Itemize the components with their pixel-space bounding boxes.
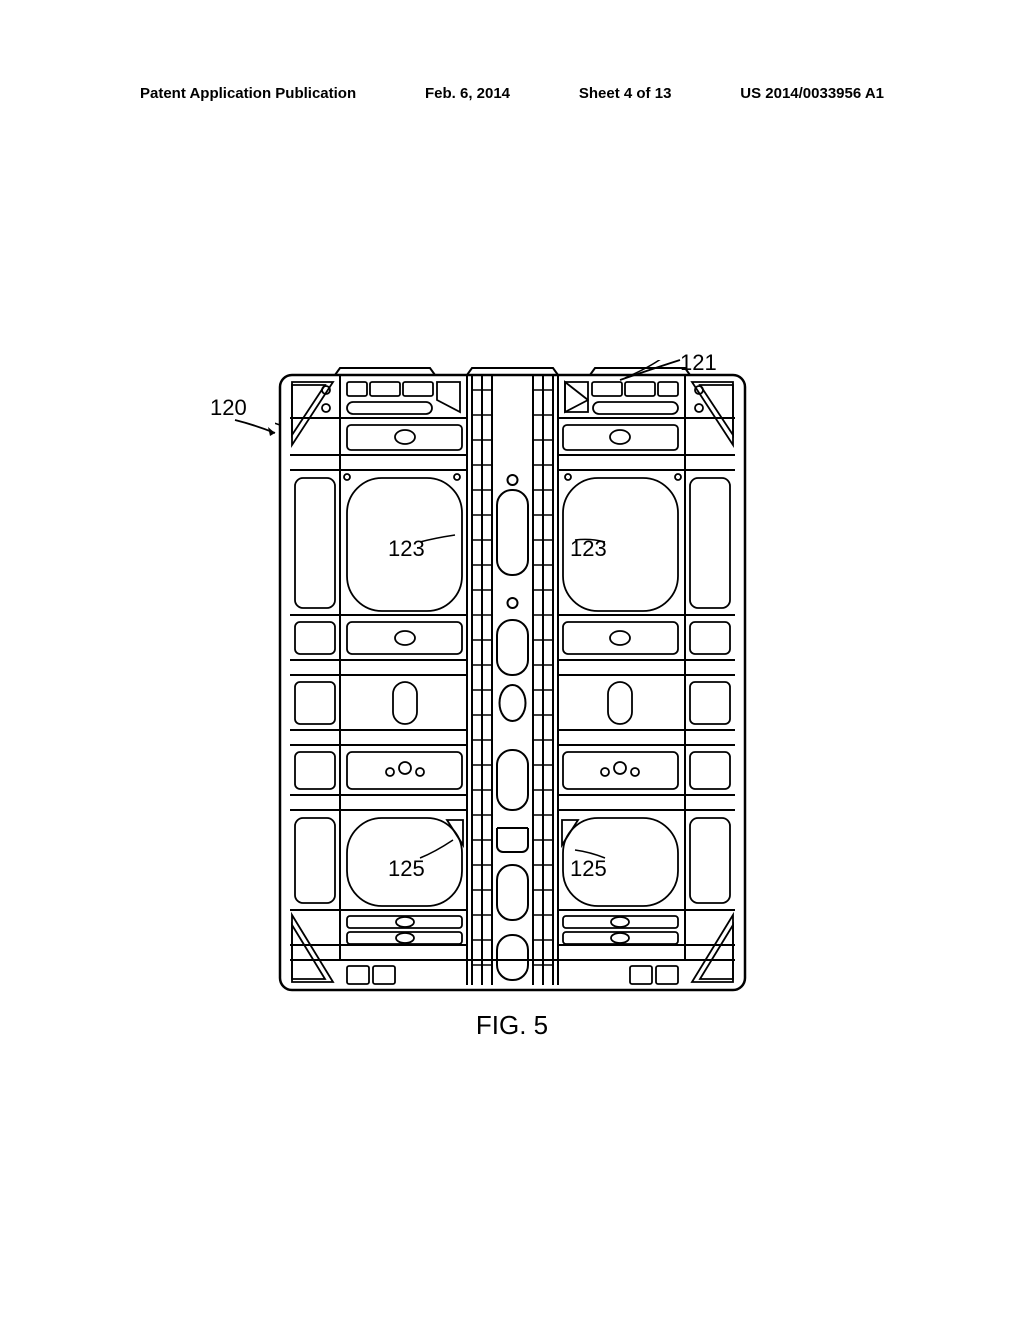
- leader-120: [230, 405, 290, 445]
- page-header: Patent Application Publication Feb. 6, 2…: [140, 85, 884, 102]
- pallet-drawing: [275, 360, 750, 1000]
- figure-5: [275, 360, 750, 1000]
- publication-number: US 2014/0033956 A1: [740, 85, 884, 102]
- publication-type: Patent Application Publication: [140, 85, 356, 102]
- publication-date: Feb. 6, 2014: [425, 85, 510, 102]
- leader-121: [605, 360, 695, 390]
- figure-caption: FIG. 5: [476, 1010, 548, 1041]
- sheet-number: Sheet 4 of 13: [579, 85, 672, 102]
